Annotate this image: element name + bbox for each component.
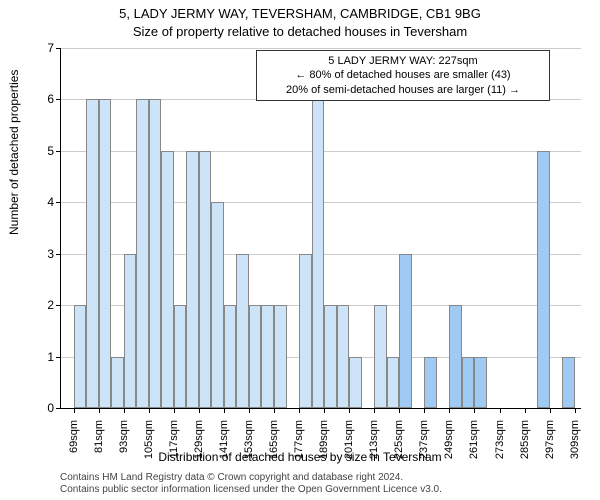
annotation-box: 5 LADY JERMY WAY: 227sqm ← 80% of detach… <box>256 50 550 101</box>
histogram-bar <box>449 305 462 408</box>
chart-container: { "chart": { "type": "histogram", "title… <box>0 0 600 500</box>
histogram-bar <box>261 305 274 408</box>
xtick-mark <box>74 408 75 413</box>
histogram-bar <box>337 305 350 408</box>
histogram-bar <box>99 99 112 408</box>
ytick-mark <box>56 408 61 409</box>
chart-title-line1: 5, LADY JERMY WAY, TEVERSHAM, CAMBRIDGE,… <box>0 6 600 21</box>
histogram-bar <box>537 151 550 408</box>
histogram-bar <box>161 151 174 408</box>
histogram-bar <box>249 305 262 408</box>
histogram-bar <box>111 357 124 408</box>
xtick-mark <box>324 408 325 413</box>
xtick-mark <box>299 408 300 413</box>
plot-area: 69sqm81sqm93sqm105sqm117sqm129sqm141sqm1… <box>60 48 581 409</box>
histogram-bar <box>312 99 325 408</box>
histogram-bar <box>149 99 162 408</box>
histogram-bar <box>424 357 437 408</box>
histogram-bar <box>199 151 212 408</box>
xtick-mark <box>224 408 225 413</box>
footer-line1: Contains HM Land Registry data © Crown c… <box>60 472 403 483</box>
xtick-mark <box>424 408 425 413</box>
xtick-mark <box>575 408 576 413</box>
xtick-mark <box>449 408 450 413</box>
annotation-line2: ← 80% of detached houses are smaller (43… <box>263 68 543 82</box>
ytick-label: 1 <box>34 350 54 364</box>
xtick-mark <box>500 408 501 413</box>
histogram-bar <box>236 254 249 408</box>
histogram-bar <box>211 202 224 408</box>
annotation-line3: 20% of semi-detached houses are larger (… <box>263 83 543 97</box>
xtick-mark <box>374 408 375 413</box>
xtick-mark <box>474 408 475 413</box>
histogram-bar <box>562 357 575 408</box>
histogram-bar <box>224 305 237 408</box>
footer-line2: Contains public sector information licen… <box>60 484 442 495</box>
histogram-bar <box>399 254 412 408</box>
histogram-bar <box>462 357 475 408</box>
x-axis-label: Distribution of detached houses by size … <box>0 450 600 464</box>
histogram-bar <box>349 357 362 408</box>
histogram-bar <box>387 357 400 408</box>
histogram-bar <box>299 254 312 408</box>
xtick-mark <box>124 408 125 413</box>
histogram-bar <box>74 305 87 408</box>
ytick-label: 3 <box>34 247 54 261</box>
xtick-mark <box>249 408 250 413</box>
annotation-line1: 5 LADY JERMY WAY: 227sqm <box>263 54 543 68</box>
xtick-mark <box>550 408 551 413</box>
xtick-mark <box>399 408 400 413</box>
ytick-label: 7 <box>34 41 54 55</box>
xtick-mark <box>149 408 150 413</box>
xtick-mark <box>349 408 350 413</box>
histogram-bar <box>136 99 149 408</box>
histogram-bar <box>86 99 99 408</box>
xtick-mark <box>99 408 100 413</box>
xtick-mark <box>274 408 275 413</box>
chart-title-line2: Size of property relative to detached ho… <box>0 24 600 39</box>
ytick-label: 2 <box>34 298 54 312</box>
ytick-label: 5 <box>34 144 54 158</box>
bars-group <box>61 48 581 408</box>
histogram-bar <box>174 305 187 408</box>
ytick-label: 0 <box>34 401 54 415</box>
histogram-bar <box>324 305 337 408</box>
histogram-bar <box>274 305 287 408</box>
xtick-mark <box>174 408 175 413</box>
y-axis-label: Number of detached properties <box>7 70 21 235</box>
histogram-bar <box>374 305 387 408</box>
ytick-label: 4 <box>34 195 54 209</box>
histogram-bar <box>124 254 137 408</box>
xtick-mark <box>525 408 526 413</box>
histogram-bar <box>474 357 487 408</box>
ytick-label: 6 <box>34 92 54 106</box>
histogram-bar <box>186 151 199 408</box>
xtick-mark <box>199 408 200 413</box>
